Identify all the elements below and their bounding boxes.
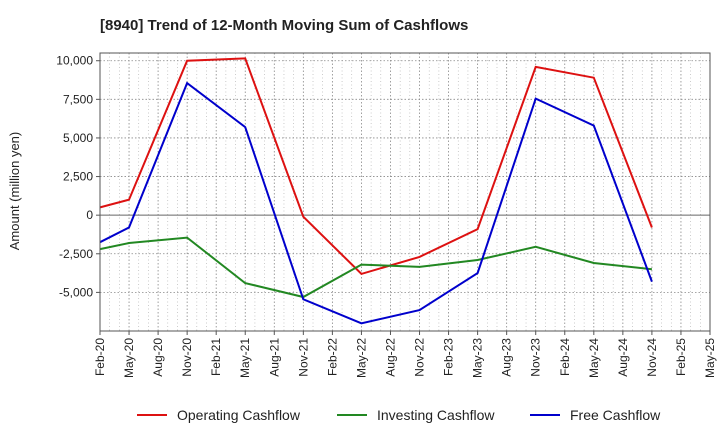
series-line-1: [99, 236, 653, 299]
x-tick-label: Nov-21: [296, 338, 310, 377]
x-tick-label: Aug-23: [500, 338, 514, 377]
x-tick-label: Feb-21: [209, 338, 223, 376]
y-tick-label: 2,500: [63, 170, 93, 184]
x-tick-label: May-25: [703, 338, 717, 378]
x-tick-label: Feb-23: [442, 338, 456, 376]
x-tick-label: Feb-24: [558, 338, 572, 376]
x-tick-label: Nov-20: [180, 338, 194, 377]
y-tick-label: -2,500: [59, 247, 93, 261]
x-tick-label: Feb-22: [325, 338, 339, 376]
y-tick-label: 0: [86, 208, 93, 222]
legend-label: Investing Cashflow: [377, 407, 495, 423]
x-tick-label: Nov-23: [529, 338, 543, 377]
x-tick-label: Aug-22: [383, 338, 397, 377]
series-line-0: [99, 57, 653, 276]
y-tick-label: 10,000: [56, 54, 93, 68]
x-tick-label: Aug-21: [267, 338, 281, 377]
legend-label: Free Cashflow: [570, 407, 661, 423]
x-tick-labels: Feb-20 May-20 Aug-20 Nov-20 Feb-21 May-21 Aug-…: [93, 331, 717, 378]
legend-label: Operating Cashflow: [177, 407, 301, 423]
x-tick-label: Feb-20: [93, 338, 107, 376]
x-tick-label: Feb-25: [674, 338, 688, 376]
y-axis-label: Amount (million yen): [7, 132, 22, 251]
y-tick-labels: 10,000 7,500 5,000 2,500 0 -2,500 -5,000: [56, 54, 100, 299]
y-tick-label: 5,000: [63, 131, 93, 145]
x-tick-label: Aug-20: [151, 338, 165, 377]
series-line-2: [99, 81, 653, 325]
x-tick-label: Nov-22: [413, 338, 427, 377]
x-tick-label: May-21: [238, 338, 252, 378]
x-tick-label: May-23: [471, 338, 485, 378]
x-tick-label: May-22: [354, 338, 368, 378]
y-tick-label: 7,500: [63, 92, 93, 106]
x-tick-label: May-20: [122, 338, 136, 378]
x-tick-label: May-24: [587, 338, 601, 378]
chart-title: [8940] Trend of 12-Month Moving Sum of C…: [100, 17, 468, 34]
grid: [100, 53, 710, 331]
x-tick-label: Nov-24: [645, 338, 659, 377]
x-tick-label: Aug-24: [616, 338, 630, 377]
plot-frame: [99, 52, 711, 332]
legend: Operating Cashflow Investing Cashflow Free…: [137, 407, 661, 423]
series-lines: [99, 57, 653, 325]
y-tick-label: -5,000: [59, 285, 93, 299]
